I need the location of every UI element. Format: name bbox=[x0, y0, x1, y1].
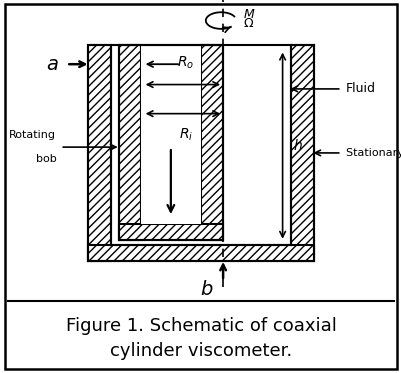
Text: $\mathbf{\mathit{a}}$: $\mathbf{\mathit{a}}$ bbox=[46, 55, 59, 74]
Bar bbox=[118, 224, 223, 240]
Bar bbox=[291, 45, 313, 261]
Text: $R_i$: $R_i$ bbox=[178, 127, 192, 143]
Bar bbox=[88, 45, 313, 261]
Bar bbox=[200, 45, 223, 240]
Text: $R_o$: $R_o$ bbox=[177, 55, 194, 72]
Text: bob: bob bbox=[35, 154, 56, 164]
Text: $\Omega$: $\Omega$ bbox=[243, 17, 254, 30]
Text: Figure 1. Schematic of coaxial
cylinder viscometer.: Figure 1. Schematic of coaxial cylinder … bbox=[65, 317, 336, 360]
Text: Fluid: Fluid bbox=[345, 82, 375, 95]
Text: Stationary cup: Stationary cup bbox=[345, 148, 401, 158]
Text: Rotating: Rotating bbox=[9, 130, 56, 140]
Bar bbox=[140, 45, 200, 224]
Bar bbox=[118, 45, 223, 240]
Text: M: M bbox=[243, 8, 253, 21]
Bar bbox=[118, 45, 140, 240]
Text: $h$: $h$ bbox=[292, 138, 302, 153]
Text: $\mathbf{\mathit{b}}$: $\mathbf{\mathit{b}}$ bbox=[200, 280, 213, 299]
Bar bbox=[88, 245, 313, 261]
Bar bbox=[88, 45, 110, 261]
